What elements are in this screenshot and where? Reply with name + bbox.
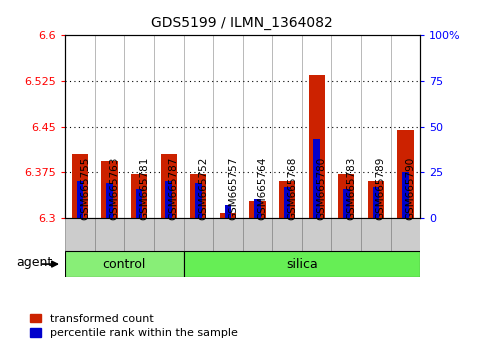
Bar [402, 172, 409, 218]
Bar [361, 35, 391, 218]
Bar [331, 218, 361, 251]
Bar [161, 154, 177, 218]
Bar [213, 35, 243, 218]
Bar [243, 35, 272, 218]
Bar [331, 35, 361, 218]
Text: GDS5199 / ILMN_1364082: GDS5199 / ILMN_1364082 [151, 16, 332, 30]
Bar [101, 161, 118, 218]
Bar [106, 183, 113, 218]
Text: GSM665790: GSM665790 [405, 157, 415, 221]
Bar [272, 35, 302, 218]
Text: GSM665755: GSM665755 [80, 157, 90, 221]
Bar [309, 75, 325, 218]
Text: GSM665763: GSM665763 [110, 157, 120, 221]
Bar [391, 218, 420, 251]
Bar [65, 251, 184, 277]
Text: GSM665789: GSM665789 [376, 157, 386, 221]
Bar [213, 218, 242, 251]
Bar [338, 174, 355, 218]
Bar [154, 35, 184, 218]
Bar [184, 218, 213, 251]
Text: GSM665783: GSM665783 [346, 157, 356, 221]
Bar [343, 189, 350, 218]
Bar [72, 154, 88, 218]
Text: agent: agent [16, 256, 53, 269]
Bar [77, 181, 83, 218]
Bar [95, 35, 125, 218]
Bar [184, 251, 420, 277]
Text: control: control [103, 258, 146, 270]
Bar [225, 205, 231, 218]
Bar [279, 181, 295, 218]
Bar [249, 201, 266, 218]
Bar [166, 181, 172, 218]
Bar [361, 218, 391, 251]
Bar [368, 181, 384, 218]
Text: GSM665757: GSM665757 [228, 157, 238, 221]
Bar [313, 139, 320, 218]
Bar [391, 35, 420, 218]
Bar [154, 218, 184, 251]
Bar [284, 187, 290, 218]
Text: GSM665781: GSM665781 [139, 157, 149, 221]
Bar [125, 218, 154, 251]
Bar [254, 200, 261, 218]
Bar [136, 189, 142, 218]
Text: silica: silica [286, 258, 318, 270]
Bar [372, 187, 379, 218]
Bar [302, 218, 331, 251]
Text: GSM665764: GSM665764 [257, 157, 268, 221]
Text: GSM665752: GSM665752 [199, 157, 208, 221]
Bar [190, 174, 206, 218]
Text: GSM665768: GSM665768 [287, 157, 297, 221]
Bar [242, 218, 272, 251]
Bar [125, 35, 154, 218]
Bar [398, 130, 413, 218]
Bar [195, 183, 201, 218]
Bar [302, 35, 331, 218]
Bar [65, 35, 95, 218]
Bar [220, 213, 236, 218]
Bar [272, 218, 302, 251]
Bar [95, 218, 125, 251]
Bar [184, 35, 213, 218]
Legend: transformed count, percentile rank within the sample: transformed count, percentile rank withi… [30, 314, 238, 338]
Text: GSM665787: GSM665787 [169, 157, 179, 221]
Text: GSM665780: GSM665780 [317, 157, 327, 221]
Bar [65, 218, 95, 251]
Bar [131, 174, 147, 218]
